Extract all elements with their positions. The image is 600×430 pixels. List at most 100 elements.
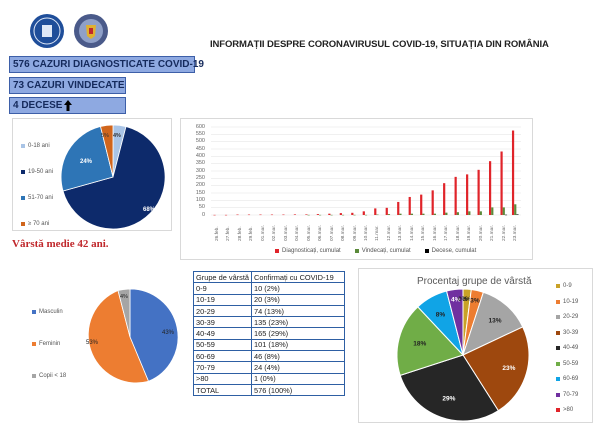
x-tick-label: 04.mar. xyxy=(295,225,301,241)
pie-slice xyxy=(399,354,500,422)
bar xyxy=(420,194,423,215)
x-tick-label: 11.mar. xyxy=(375,225,381,241)
bar xyxy=(213,214,216,216)
x-tick-label: 18.mar. xyxy=(455,225,461,241)
stat-recovered: 73 CAZURI VINDECATE xyxy=(9,77,126,94)
age-group-cell: >80 xyxy=(193,372,252,385)
table-row: 40-49 165 (29%) xyxy=(193,327,345,340)
legend-item: >80 xyxy=(556,407,578,413)
x-tick-label: 05.mar. xyxy=(306,225,312,241)
y-tick-label: 0 xyxy=(201,211,205,218)
x-tick-label: 02.mar. xyxy=(272,225,278,241)
age-percent-pie: 2% 3% 13% 23% 29% 18% 8% 4%0% xyxy=(396,288,530,422)
bar xyxy=(353,214,356,216)
bar xyxy=(330,214,333,216)
age-group-table: Grupe de vârstă Confirmați cu COVID-19 0-9… xyxy=(193,270,345,397)
table-row: TOTAL 576 (100%) xyxy=(193,383,345,397)
bar xyxy=(504,214,508,216)
confirmed-cell: 46 (8%) xyxy=(251,350,345,363)
bar-plot xyxy=(211,126,521,216)
x-tick-label: 21.mar. xyxy=(490,225,496,241)
x-tick-label: 29.feb. xyxy=(249,226,255,241)
age-group-cell: Grupe de vârstă xyxy=(193,270,252,284)
bar xyxy=(341,214,345,216)
confirmed-cell: 10 (2%) xyxy=(251,282,345,295)
pie-slice xyxy=(462,326,530,412)
bar xyxy=(362,211,365,215)
bar xyxy=(351,212,354,215)
bar xyxy=(376,214,379,216)
bar xyxy=(305,214,308,215)
bar xyxy=(247,214,251,216)
svg-text:4%: 4% xyxy=(113,133,121,139)
bar-legend: Diagnosticați, cumulat Vindecați, cumula… xyxy=(275,248,476,254)
legend-item: 19-50 ani xyxy=(21,169,53,175)
age-percent-pie-chart: Procentaj grupe de vârstă 2% 3% 13% 23% 29% 1… xyxy=(358,268,593,423)
bar xyxy=(282,214,285,216)
bar xyxy=(397,201,400,215)
age-group-cell: 10-19 xyxy=(193,293,252,306)
age-group-cell: 50-59 xyxy=(193,338,252,352)
y-tick-label: 350 xyxy=(195,160,205,167)
gender-pie-legend: Masculin Feminin Copii < 18 xyxy=(32,309,66,379)
x-tick-label: 10.mar. xyxy=(364,225,369,241)
age-percent-pie-legend: 0-9 10-19 20-29 30-39 40-49 50-59 60-69 70-79 >8… xyxy=(556,283,578,423)
y-tick-label: 200 xyxy=(195,182,205,189)
legend-item: 51-70 ani xyxy=(21,195,53,201)
bar xyxy=(224,214,228,216)
x-tick-label: 13.mar. xyxy=(398,225,404,241)
bar xyxy=(293,214,297,215)
age-group-cell: TOTAL xyxy=(193,383,252,397)
confirmed-cell: 20 (3%) xyxy=(251,293,345,306)
bar xyxy=(454,176,457,215)
legend-item: 20-29 xyxy=(556,314,578,320)
bar xyxy=(514,204,517,215)
bar xyxy=(410,213,414,215)
bar xyxy=(307,214,310,216)
bar xyxy=(433,213,436,215)
pie-slice xyxy=(445,288,464,356)
svg-text:24%: 24% xyxy=(80,159,93,165)
x-tick-label: 19.mar. xyxy=(467,225,473,241)
stat-diagnosed-label: 576 CAZURI DIAGNOSTICATE COVID-19 xyxy=(13,59,204,70)
bar xyxy=(468,211,471,215)
x-tick-label: 20.mar. xyxy=(478,225,484,241)
table-row: 10-19 20 (3%) xyxy=(193,293,345,306)
table-row: 20-29 74 (13%) xyxy=(193,304,345,318)
legend-item: ≥ 70 ani xyxy=(21,221,53,227)
stat-deaths-label: 4 DECESE xyxy=(13,100,63,111)
svg-text:0%: 0% xyxy=(458,296,468,303)
age-group-cell: 60-69 xyxy=(193,350,252,363)
bar xyxy=(328,213,331,215)
y-tick-label: 50 xyxy=(198,204,205,211)
legend-item: Diagnosticați, cumulat xyxy=(275,248,341,254)
svg-text:4%: 4% xyxy=(451,296,461,303)
y-tick-label: 600 xyxy=(195,123,205,130)
age-group-cell: 20-29 xyxy=(193,304,252,318)
age-percent-pie-title: Procentaj grupe de vârstă xyxy=(417,276,532,287)
confirmed-cell: Confirmați cu COVID-19 xyxy=(251,270,345,284)
y-tick-label: 550 xyxy=(195,130,205,137)
legend-item: Copii < 18 xyxy=(32,373,66,379)
svg-text:5%: 5% xyxy=(101,133,109,139)
bar xyxy=(270,214,274,216)
bar xyxy=(339,213,342,215)
confirmed-cell: 24 (4%) xyxy=(251,361,345,374)
age-group-cell: 30-39 xyxy=(193,316,252,329)
svg-text:43%: 43% xyxy=(162,330,175,336)
x-tick-label: 28.feb. xyxy=(237,226,243,241)
bar xyxy=(374,208,377,215)
age-pie-legend: 0-18 ani 19-50 ani 51-70 ani ≥ 70 ani xyxy=(21,143,53,227)
y-tick-label: 100 xyxy=(195,196,205,203)
gender-pie-chart: Masculin Feminin Copii < 18 43% 53% 4% xyxy=(12,285,182,405)
page-title: INFORMAȚII DESPRE CORONAVIRUSUL COVID-19… xyxy=(210,39,549,50)
age-group-cell: 70-79 xyxy=(193,361,252,374)
guvernul-logo xyxy=(30,14,64,48)
bar xyxy=(466,174,469,215)
bar xyxy=(511,130,515,215)
coat-of-arms-logo xyxy=(74,14,108,48)
y-tick-label: 400 xyxy=(195,152,205,159)
bar xyxy=(477,169,480,215)
x-tick-label: 23.mar. xyxy=(513,225,519,241)
x-tick-label: 27.feb. xyxy=(226,226,232,241)
